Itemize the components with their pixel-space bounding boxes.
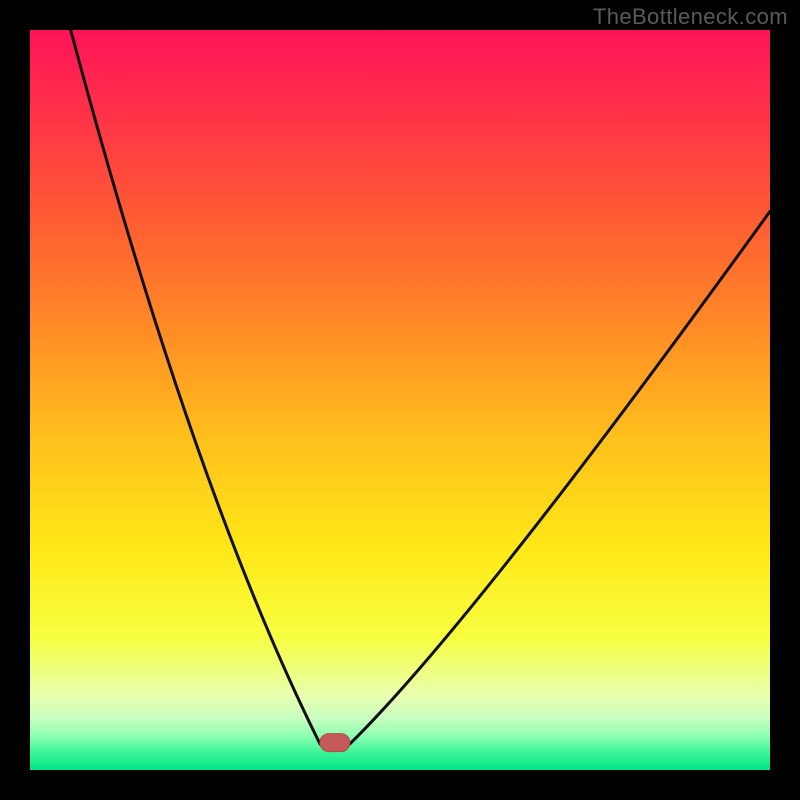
plot-gradient-background xyxy=(30,30,770,770)
watermark-text: TheBottleneck.com xyxy=(593,4,788,30)
bottleneck-marker xyxy=(320,734,350,752)
chart-container: TheBottleneck.com xyxy=(0,0,800,800)
bottleneck-chart xyxy=(0,0,800,800)
